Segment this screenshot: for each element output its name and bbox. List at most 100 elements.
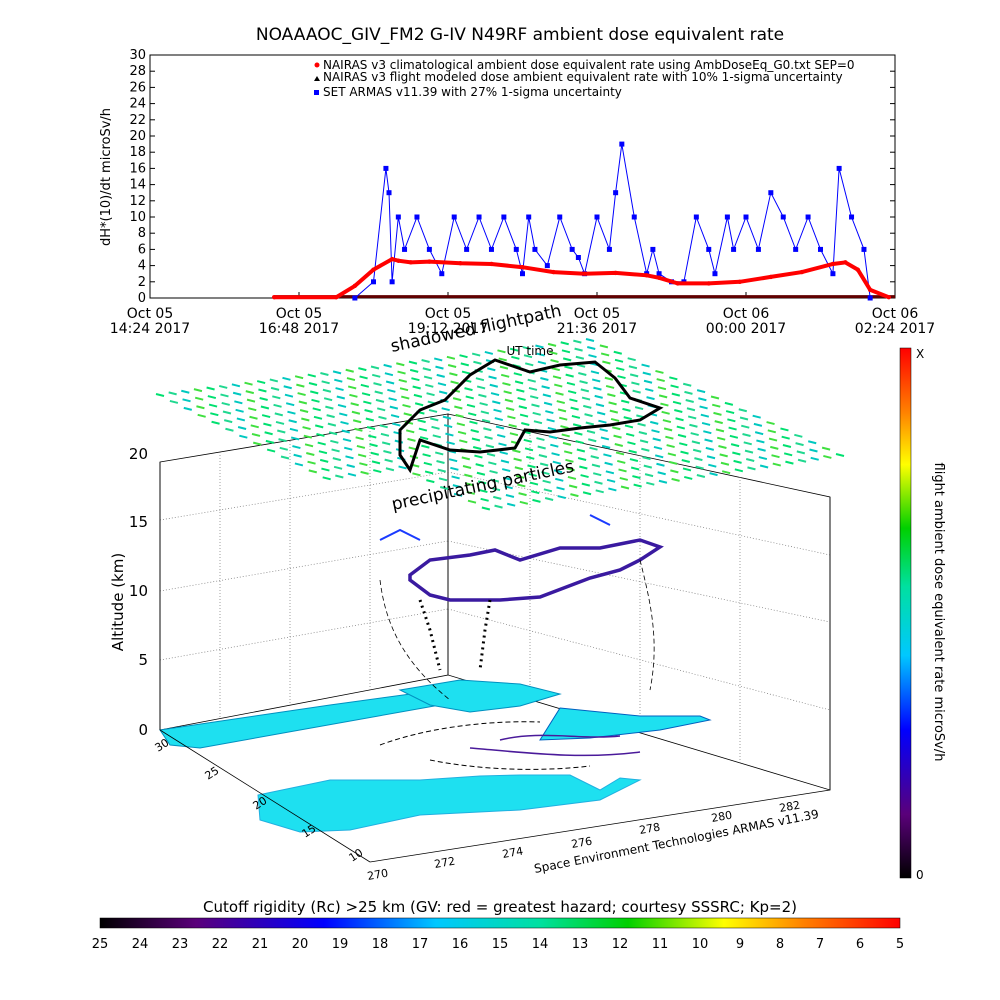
particle-dash [397, 370, 406, 375]
particle-dash [439, 486, 449, 490]
particle-dash [342, 438, 352, 443]
particle-dash [314, 424, 324, 429]
particle-dash [244, 381, 253, 386]
particle-dash [211, 420, 220, 425]
armas-point [488, 246, 494, 252]
particle-dash [666, 444, 675, 449]
particle-dash [614, 358, 624, 363]
z-tick-20: 20 [129, 445, 148, 463]
particle-dash [421, 359, 430, 363]
armas-point [793, 246, 799, 252]
particle-dash [785, 460, 794, 465]
particle-dash [608, 401, 617, 406]
x-tick-label-date: Oct 05 [127, 306, 173, 322]
particle-dash [546, 418, 555, 423]
armas-point [712, 271, 718, 277]
chart-title: NOAAAOC_GIV_FM2 G-IV N49RF ambient dose … [256, 25, 784, 45]
x-tick-label-date: Oct 05 [276, 306, 322, 322]
particle-dash [610, 417, 620, 422]
lat-ticks: 30 25 20 15 10 [153, 736, 366, 865]
particle-dash [532, 411, 541, 416]
particle-dash [528, 386, 538, 391]
y-tick-label: 4 [138, 259, 146, 274]
particle-dash [430, 417, 439, 422]
particle-dash [660, 402, 669, 407]
particle-dash [622, 407, 631, 412]
armas-point [613, 190, 619, 196]
armas-point [439, 271, 445, 277]
particle-dash [512, 449, 521, 454]
rigidity-tick: 21 [252, 937, 269, 952]
particle-dash [256, 380, 266, 385]
particle-dash [574, 347, 583, 352]
particle-dash [310, 390, 319, 395]
particle-dash [398, 465, 407, 470]
particle-dash [705, 446, 715, 451]
lat-tick-20: 20 [251, 794, 270, 813]
particle-dash [505, 494, 515, 498]
nairas-point [855, 267, 860, 272]
particle-dash [599, 428, 608, 433]
particle-dash [290, 436, 300, 441]
z-tick-10: 10 [129, 582, 148, 600]
particle-dash [657, 471, 666, 476]
particle-dash [451, 475, 460, 480]
particle-dash [646, 396, 655, 401]
particle-dash [668, 460, 678, 465]
particle-dash [781, 435, 790, 440]
particle-dash [517, 483, 526, 488]
particle-dash [701, 421, 711, 426]
particle-dash [462, 465, 472, 469]
armas-point [830, 271, 836, 277]
particle-dash [503, 476, 512, 481]
particle-dash [594, 394, 603, 399]
dose-colorbar-label: flight ambient dose equivalent rate micr… [931, 463, 946, 762]
particle-dash [450, 466, 459, 471]
particle-dash [619, 476, 629, 481]
particle-dash [655, 369, 664, 374]
particle-dash [486, 452, 496, 457]
particle-dash [554, 383, 563, 388]
nairas-point [706, 281, 711, 286]
particle-dash [475, 463, 484, 468]
particle-dash [690, 432, 699, 437]
particle-dash [555, 477, 564, 482]
particle-dash [297, 392, 306, 397]
particle-dash [266, 448, 276, 453]
lat-tick-10: 10 [347, 846, 366, 865]
particle-dash [579, 465, 588, 470]
rigidity-tick: 22 [212, 937, 229, 952]
flightpath-fragments [379, 514, 611, 541]
nairas-point [799, 269, 805, 275]
particle-dash [575, 355, 585, 360]
particle-dash [197, 413, 206, 418]
particle-dash [450, 380, 459, 385]
particle-dash [284, 393, 294, 398]
particle-dash [480, 497, 489, 502]
particle-dash [529, 395, 539, 400]
armas-point [818, 246, 823, 252]
particle-dash [642, 456, 651, 461]
armas-point [619, 141, 625, 147]
particle-dash [376, 407, 386, 412]
particle-dash [502, 382, 511, 387]
particle-dash [359, 375, 368, 380]
particle-dash [313, 415, 323, 420]
particle-dash [745, 458, 755, 462]
rigidity-tick: 8 [776, 937, 784, 952]
nairas-point [867, 287, 873, 293]
particle-dash [552, 375, 562, 380]
particle-dash [607, 393, 616, 398]
particle-dash [252, 441, 262, 446]
particle-dash [332, 370, 342, 375]
particle-dash [547, 342, 557, 347]
particle-dash [835, 453, 845, 457]
particle-dash [598, 419, 607, 424]
particle-dash [301, 417, 310, 422]
particle-dash [661, 410, 670, 415]
particle-dash [398, 378, 408, 383]
armas-point [532, 246, 538, 252]
particle-dash [545, 410, 554, 415]
nairas-point [737, 279, 742, 284]
particle-dash [752, 414, 761, 419]
